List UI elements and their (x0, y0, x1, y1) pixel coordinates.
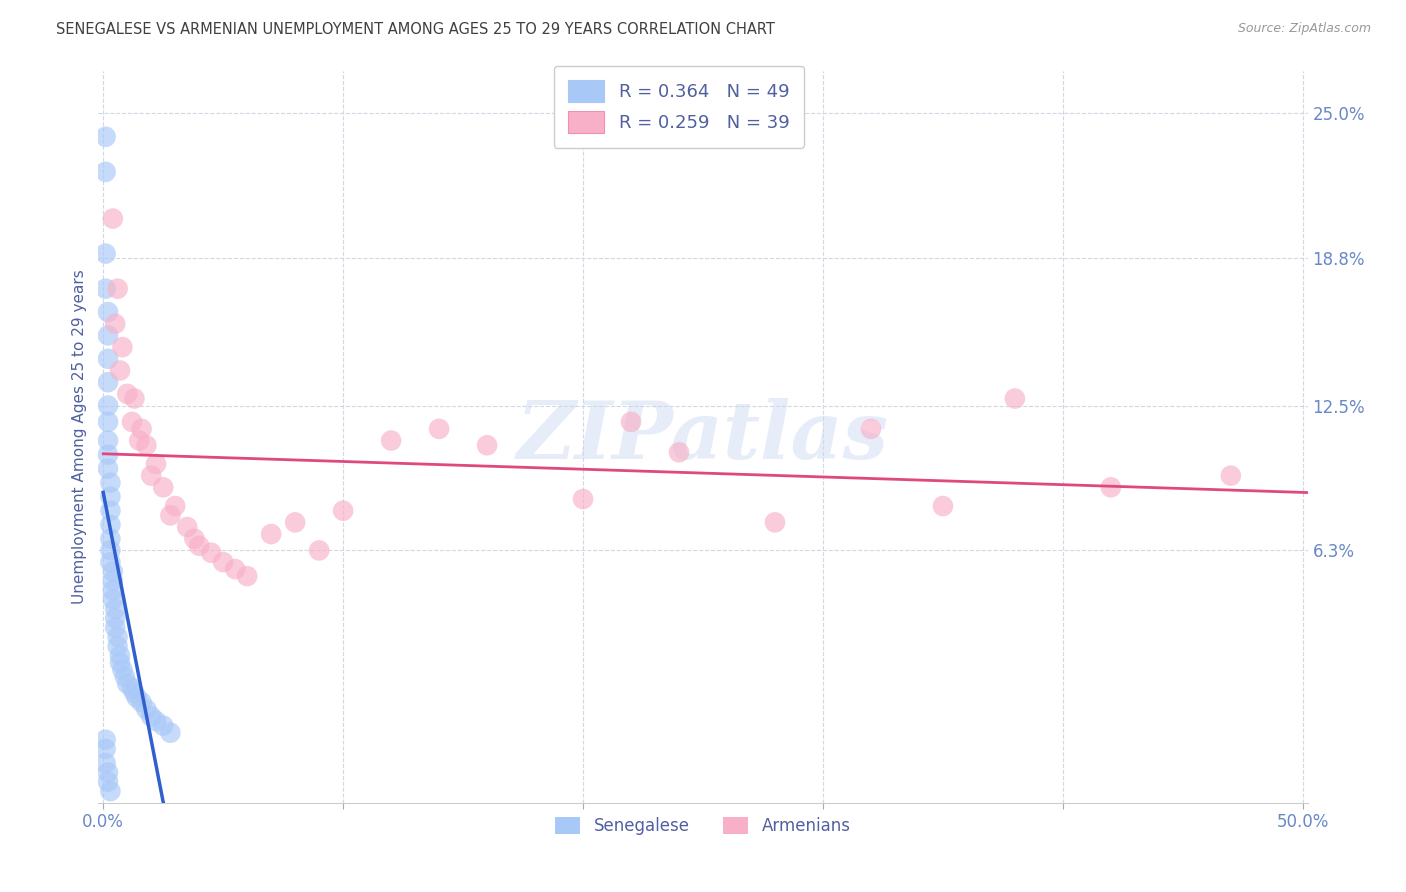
Text: SENEGALESE VS ARMENIAN UNEMPLOYMENT AMONG AGES 25 TO 29 YEARS CORRELATION CHART: SENEGALESE VS ARMENIAN UNEMPLOYMENT AMON… (56, 22, 775, 37)
Point (183, 532, 205, 546)
Point (108, 648, 131, 663)
Point (475, 438, 498, 452)
Point (159, 508, 181, 523)
Point (100, 517, 122, 532)
Point (101, 574, 124, 588)
Legend: Senegalese, Armenians: Senegalese, Armenians (548, 811, 858, 842)
Point (107, 630, 129, 644)
Point (97, 448, 120, 462)
Point (100, 490, 122, 504)
Point (104, 621, 127, 635)
Point (427, 422, 450, 436)
Point (97, 351, 120, 366)
Point (97, 461, 120, 475)
Point (100, 543, 122, 558)
Point (97, 328, 120, 343)
Point (115, 387, 138, 401)
Point (100, 504, 122, 518)
Point (763, 516, 786, 530)
Point (152, 719, 174, 733)
Point (284, 516, 307, 530)
Point (94, 732, 117, 747)
Point (332, 504, 354, 518)
Point (101, 565, 124, 579)
Point (107, 282, 129, 296)
Point (104, 602, 127, 616)
Point (115, 676, 138, 690)
Point (152, 480, 174, 494)
Point (124, 686, 146, 700)
Point (94, 282, 117, 296)
Point (859, 422, 882, 436)
Point (97, 399, 120, 413)
Point (97, 305, 120, 319)
Text: Source: ZipAtlas.com: Source: ZipAtlas.com (1237, 22, 1371, 36)
Point (620, 415, 643, 429)
Point (94, 742, 117, 756)
Point (104, 611, 127, 625)
Point (141, 468, 163, 483)
Text: ZIPatlas: ZIPatlas (517, 399, 889, 475)
Point (97, 415, 120, 429)
Point (121, 681, 143, 696)
Point (135, 438, 157, 452)
Point (100, 555, 122, 569)
Point (97, 765, 120, 780)
Point (100, 532, 122, 546)
Point (101, 583, 124, 598)
Point (94, 165, 117, 179)
Point (131, 695, 153, 709)
Point (100, 784, 122, 798)
Point (107, 639, 129, 653)
Point (111, 340, 134, 354)
Point (125, 690, 148, 705)
Point (101, 211, 124, 226)
Point (141, 709, 163, 723)
Point (159, 725, 181, 739)
Point (572, 491, 595, 506)
Point (1004, 392, 1026, 406)
Point (124, 392, 146, 406)
Point (135, 702, 157, 716)
Point (94, 129, 117, 144)
Point (236, 569, 259, 583)
Point (308, 543, 330, 558)
Point (165, 499, 187, 513)
Point (128, 434, 150, 448)
Point (260, 527, 283, 541)
Point (94, 756, 117, 770)
Point (668, 445, 690, 459)
Point (97, 774, 120, 789)
Point (188, 539, 211, 553)
Point (114, 670, 136, 684)
Point (200, 546, 222, 560)
Point (111, 663, 134, 677)
Point (108, 363, 131, 377)
Point (108, 656, 131, 670)
Point (224, 562, 246, 576)
Point (145, 457, 167, 471)
Point (380, 434, 402, 448)
Point (131, 422, 153, 436)
Point (212, 555, 235, 569)
Point (100, 475, 122, 490)
Point (104, 317, 127, 331)
Point (97, 375, 120, 389)
Point (121, 415, 143, 429)
Point (176, 520, 198, 534)
Point (97, 434, 120, 448)
Point (932, 499, 955, 513)
Point (1099, 480, 1122, 494)
Point (1219, 468, 1241, 483)
Point (101, 592, 124, 607)
Point (145, 714, 167, 728)
Y-axis label: Unemployment Among Ages 25 to 29 years: Unemployment Among Ages 25 to 29 years (72, 269, 87, 605)
Point (94, 246, 117, 260)
